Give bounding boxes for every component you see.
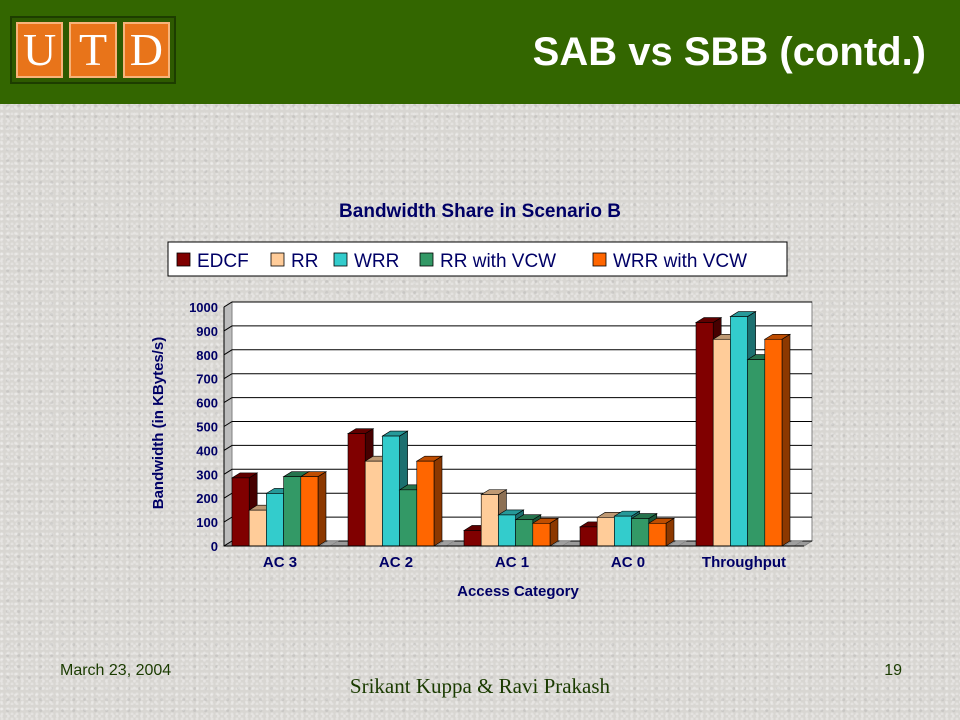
legend-swatch — [270, 252, 285, 267]
bar-front — [712, 338, 731, 547]
logo-letter-u: U — [16, 22, 64, 78]
y-axis-title: Bandwidth (in KBytes/s) — [150, 337, 167, 510]
utd-logo: U T D — [10, 16, 176, 84]
gridline — [223, 325, 812, 332]
x-tick-label: AC 0 — [611, 554, 645, 571]
bar-front — [231, 477, 250, 547]
y-tick-label: 900 — [196, 324, 218, 339]
bar-front — [364, 460, 383, 547]
y-tick-label: 700 — [196, 372, 218, 387]
y-tick-label: 200 — [196, 491, 218, 506]
bar-wrr-with-vcw-ac-2 — [415, 455, 444, 547]
gridline — [223, 349, 812, 356]
legend-swatch — [176, 252, 191, 267]
gridline — [223, 373, 812, 380]
bar-front — [347, 433, 366, 547]
bar-front — [399, 489, 418, 547]
y-tick-label: 300 — [196, 467, 218, 482]
gridline — [223, 301, 812, 308]
gridline — [223, 397, 812, 404]
bar-front — [764, 338, 783, 547]
bar-side — [317, 471, 327, 547]
logo-letter-d: D — [122, 22, 170, 78]
bar-side — [781, 333, 791, 547]
bar-front — [730, 316, 748, 547]
legend-swatch — [419, 252, 434, 267]
y-tick-label: 800 — [196, 348, 218, 363]
bar-wrr-with-vcw-ac-3 — [299, 471, 328, 547]
bar-wrr-with-vcw-ac-0 — [647, 517, 676, 547]
x-tick-label: AC 2 — [379, 554, 413, 571]
legend-swatch — [333, 252, 348, 267]
bar-wrr-with-vcw-ac-1 — [531, 517, 560, 547]
header-bar: U T D SAB vs SBB (contd.) — [0, 0, 960, 104]
x-tick-label: AC 3 — [263, 554, 297, 571]
bar-front — [498, 514, 516, 547]
legend-label: WRR — [354, 251, 399, 272]
gridline — [223, 444, 812, 451]
bar-front — [283, 476, 302, 547]
logo-letter-t: T — [69, 22, 117, 78]
bar-wrr-with-vcw-throughput — [763, 333, 792, 547]
bar-front — [614, 515, 632, 547]
bar-front — [532, 522, 551, 547]
bar-front — [695, 322, 714, 547]
bar-front — [480, 494, 499, 547]
legend-label: EDCF — [197, 251, 249, 272]
bar-front — [579, 526, 598, 547]
page-number: 19 — [884, 662, 902, 679]
bar-front — [300, 476, 319, 547]
legend-swatch — [592, 252, 607, 267]
y-tick-label: 500 — [196, 420, 218, 435]
gridline — [223, 468, 812, 475]
bar-front — [266, 493, 284, 547]
y-tick-label: 100 — [196, 515, 218, 530]
x-axis-title: Access Category — [457, 583, 579, 600]
x-tick-label: Throughput — [702, 554, 786, 571]
bar-front — [596, 517, 615, 547]
bar-front — [382, 435, 400, 547]
bar-front — [463, 530, 482, 547]
bar-front — [648, 522, 667, 547]
slide-title: SAB vs SBB (contd.) — [532, 30, 926, 74]
gridline — [223, 421, 812, 427]
footer-authors: Srikant Kuppa & Ravi Prakash — [349, 674, 611, 698]
x-tick-label: AC 1 — [495, 554, 529, 571]
bar-side — [433, 455, 443, 547]
bar-front — [248, 509, 267, 547]
legend-label: WRR with VCW — [613, 251, 747, 272]
bar-front — [416, 460, 435, 547]
bar-front — [631, 518, 650, 547]
legend-label: RR — [291, 251, 318, 272]
legend-label: RR with VCW — [440, 251, 556, 272]
y-tick-label: 400 — [196, 443, 218, 458]
bar-front — [515, 519, 534, 547]
y-tick-label: 0 — [211, 539, 218, 554]
footer-date: March 23, 2004 — [60, 662, 172, 679]
bar-front — [747, 359, 766, 547]
chart-title: Bandwidth Share in Scenario B — [339, 201, 621, 222]
y-tick-label: 600 — [196, 396, 218, 411]
y-tick-label: 1000 — [189, 300, 218, 315]
